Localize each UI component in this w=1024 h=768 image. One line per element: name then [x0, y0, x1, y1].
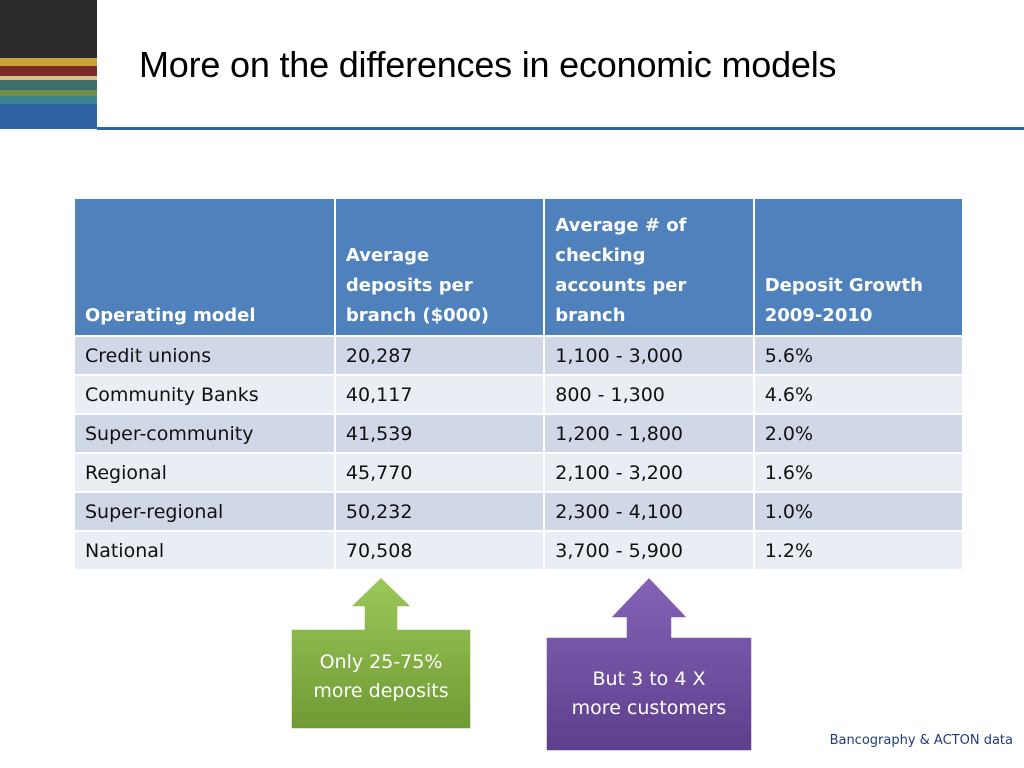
cell-checking-accounts: 3,700 - 5,900: [543, 530, 755, 571]
table-row: Regional 45,770 2,100 - 3,200 1.6%: [73, 452, 965, 493]
cell-deposit-growth: 1.6%: [752, 452, 965, 493]
deposits-callout: Only 25-75% more deposits: [290, 576, 472, 730]
header-average-deposits: Average deposits per branch ($000): [333, 197, 546, 337]
cell-checking-accounts: 2,300 - 4,100: [543, 491, 755, 532]
cell-operating-model: Super-community: [73, 413, 336, 454]
cell-checking-accounts: 800 - 1,300: [543, 374, 755, 415]
cell-checking-accounts: 1,100 - 3,000: [543, 335, 755, 376]
header-operating-model: Operating model: [73, 197, 336, 337]
cell-average-deposits: 70,508: [333, 530, 546, 571]
table-row: Super-regional 50,232 2,300 - 4,100 1.0%: [73, 491, 965, 532]
title-underline: [97, 127, 1024, 130]
source-note: Bancography & ACTON data: [829, 733, 1013, 748]
cell-operating-model: Super-regional: [73, 491, 336, 532]
cell-average-deposits: 45,770: [333, 452, 546, 493]
cell-deposit-growth: 1.2%: [752, 530, 965, 571]
table-row: Super-community 41,539 1,200 - 1,800 2.0…: [73, 413, 965, 454]
customers-callout: But 3 to 4 X more customers: [545, 576, 753, 752]
header-average-checking-accounts: Average # of checking accounts per branc…: [543, 197, 755, 337]
cell-average-deposits: 20,287: [333, 335, 546, 376]
cell-checking-accounts: 1,200 - 1,800: [543, 413, 755, 454]
up-arrow-callout-green-shape: [290, 576, 472, 730]
table-row: Community Banks 40,117 800 - 1,300 4.6%: [73, 374, 965, 415]
cell-deposit-growth: 4.6%: [752, 374, 965, 415]
cell-deposit-growth: 1.0%: [752, 491, 965, 532]
cell-average-deposits: 40,117: [333, 374, 546, 415]
deposits-callout-text: Only 25-75% more deposits: [313, 651, 449, 702]
cell-average-deposits: 50,232: [333, 491, 546, 532]
slide-title: More on the differences in economic mode…: [139, 44, 837, 85]
table-header-row: Operating model Average deposits per bra…: [73, 197, 965, 337]
cell-average-deposits: 41,539: [333, 413, 546, 454]
up-arrow-callout-purple-shape: [545, 576, 753, 752]
cell-operating-model: Regional: [73, 452, 336, 493]
cell-operating-model: Community Banks: [73, 374, 336, 415]
cell-operating-model: Credit unions: [73, 335, 336, 376]
cell-deposit-growth: 5.6%: [752, 335, 965, 376]
operating-model-table: Operating model Average deposits per bra…: [73, 197, 965, 571]
header-deposit-growth: Deposit Growth 2009-2010: [752, 197, 965, 337]
cell-deposit-growth: 2.0%: [752, 413, 965, 454]
cell-operating-model: National: [73, 530, 336, 571]
decorative-stripes: [0, 0, 97, 129]
table-row: Credit unions 20,287 1,100 - 3,000 5.6%: [73, 335, 965, 376]
cell-checking-accounts: 2,100 - 3,200: [543, 452, 755, 493]
table-row: National 70,508 3,700 - 5,900 1.2%: [73, 530, 965, 571]
customers-callout-text: But 3 to 4 X more customers: [571, 668, 727, 719]
